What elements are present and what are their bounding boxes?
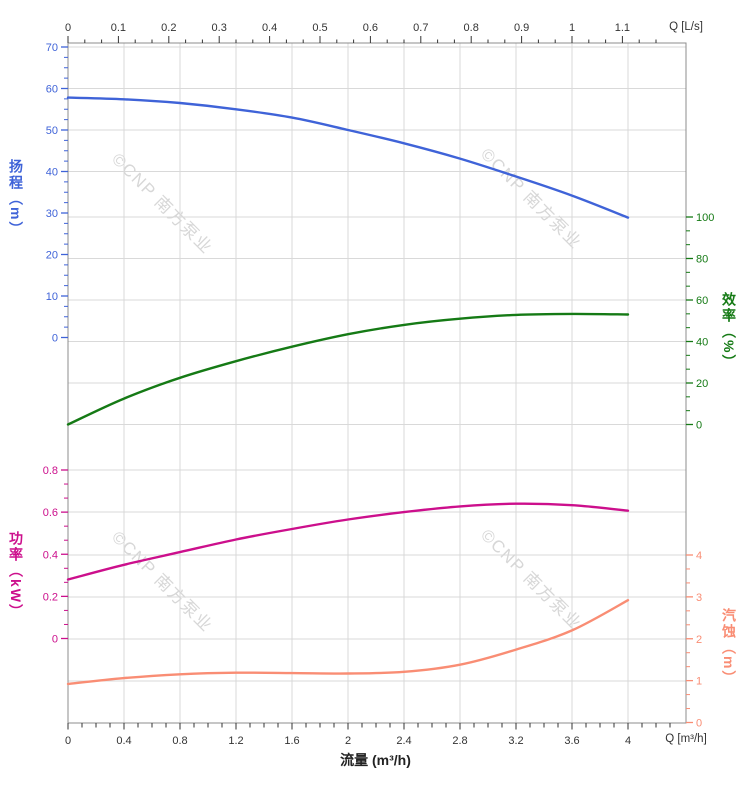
top-tick-label: 0.3 <box>212 22 227 34</box>
efficiency-tick-label: 40 <box>696 337 708 349</box>
gridlines <box>68 43 686 723</box>
top-tick-label: 0.6 <box>363 22 378 34</box>
power-tick-label: 0.2 <box>43 591 58 603</box>
power-tick-label: 0 <box>52 634 58 646</box>
power-tick-label: 0.6 <box>43 507 58 519</box>
power-axis-title: 功率（kW） <box>8 531 24 620</box>
npsh-tick-label: 2 <box>696 634 702 646</box>
head-axis: 70 60 50 40 30 20 10 0 <box>46 42 68 345</box>
head-tick-label: 0 <box>52 333 58 345</box>
bottom-tick-label: 2.8 <box>452 735 467 747</box>
efficiency-tick-label: 20 <box>696 378 708 390</box>
bottom-axis-unit-label: Q [m³/h] <box>665 733 707 745</box>
bottom-tick-label: 1.6 <box>284 735 299 747</box>
top-tick-label: 0.2 <box>161 22 176 34</box>
top-tick-label: 0.1 <box>111 22 126 34</box>
top-tick-label: 0.7 <box>413 22 428 34</box>
head-tick-label: 10 <box>46 291 58 303</box>
power-axis: 0.8 0.6 0.4 0.2 0 <box>43 465 68 646</box>
npsh-tick-label: 3 <box>696 592 702 604</box>
top-tick-label: 0 <box>65 22 71 34</box>
head-axis-title: 扬程（m） <box>8 159 24 238</box>
top-axis: 0 0.1 0.2 0.3 0.4 0.5 0.6 0.7 0.8 0.9 1 1.1 <box>65 22 657 43</box>
npsh-axis-title: 汽蚀（m） <box>721 608 737 687</box>
head-tick-label: 70 <box>46 42 58 54</box>
top-tick-label: 0.4 <box>262 22 277 34</box>
top-tick-label: 0.8 <box>464 22 479 34</box>
flow-axis-title: 流量 (m³/h) <box>340 752 411 768</box>
power-tick-label: 0.8 <box>43 465 58 477</box>
bottom-tick-label: 3.6 <box>564 735 579 747</box>
top-tick-label: 1.1 <box>615 22 630 34</box>
power-curve <box>66 502 630 581</box>
bottom-tick-label: 2.4 <box>396 735 411 747</box>
head-tick-label: 50 <box>46 125 58 137</box>
npsh-tick-label: 1 <box>696 676 702 688</box>
npsh-axis: 4 3 2 1 0 <box>686 550 702 730</box>
power-tick-label: 0.4 <box>43 549 58 561</box>
npsh-curve <box>66 599 630 686</box>
efficiency-curve <box>66 312 630 426</box>
top-tick-label: 0.5 <box>312 22 327 34</box>
top-axis-unit-label: Q [L/s] <box>669 21 703 33</box>
head-tick-label: 30 <box>46 208 58 220</box>
efficiency-axis-title: 效率（%） <box>721 292 737 371</box>
top-tick-label: 0.9 <box>514 22 529 34</box>
bottom-tick-label: 1.2 <box>228 735 243 747</box>
efficiency-tick-label: 80 <box>696 254 708 266</box>
bottom-axis: 0 0.4 0.8 1.2 1.6 2 2.4 2.8 3.2 3.6 4 <box>65 723 671 747</box>
npsh-tick-label: 0 <box>696 718 702 730</box>
head-tick-label: 20 <box>46 250 58 262</box>
bottom-tick-label: 3.2 <box>508 735 523 747</box>
head-tick-label: 40 <box>46 167 58 179</box>
efficiency-axis: 100 80 60 40 20 0 <box>686 212 714 432</box>
top-tick-label: 1 <box>569 22 575 34</box>
bottom-tick-label: 4 <box>625 735 631 747</box>
bottom-tick-label: 0.4 <box>116 735 131 747</box>
bottom-tick-label: 0.8 <box>172 735 187 747</box>
efficiency-tick-label: 100 <box>696 212 714 224</box>
efficiency-tick-label: 60 <box>696 295 708 307</box>
bottom-tick-label: 2 <box>345 735 351 747</box>
bottom-tick-label: 0 <box>65 735 71 747</box>
head-curve <box>66 96 630 219</box>
head-tick-label: 60 <box>46 84 58 96</box>
npsh-tick-label: 4 <box>696 550 702 562</box>
efficiency-tick-label: 0 <box>696 420 702 432</box>
